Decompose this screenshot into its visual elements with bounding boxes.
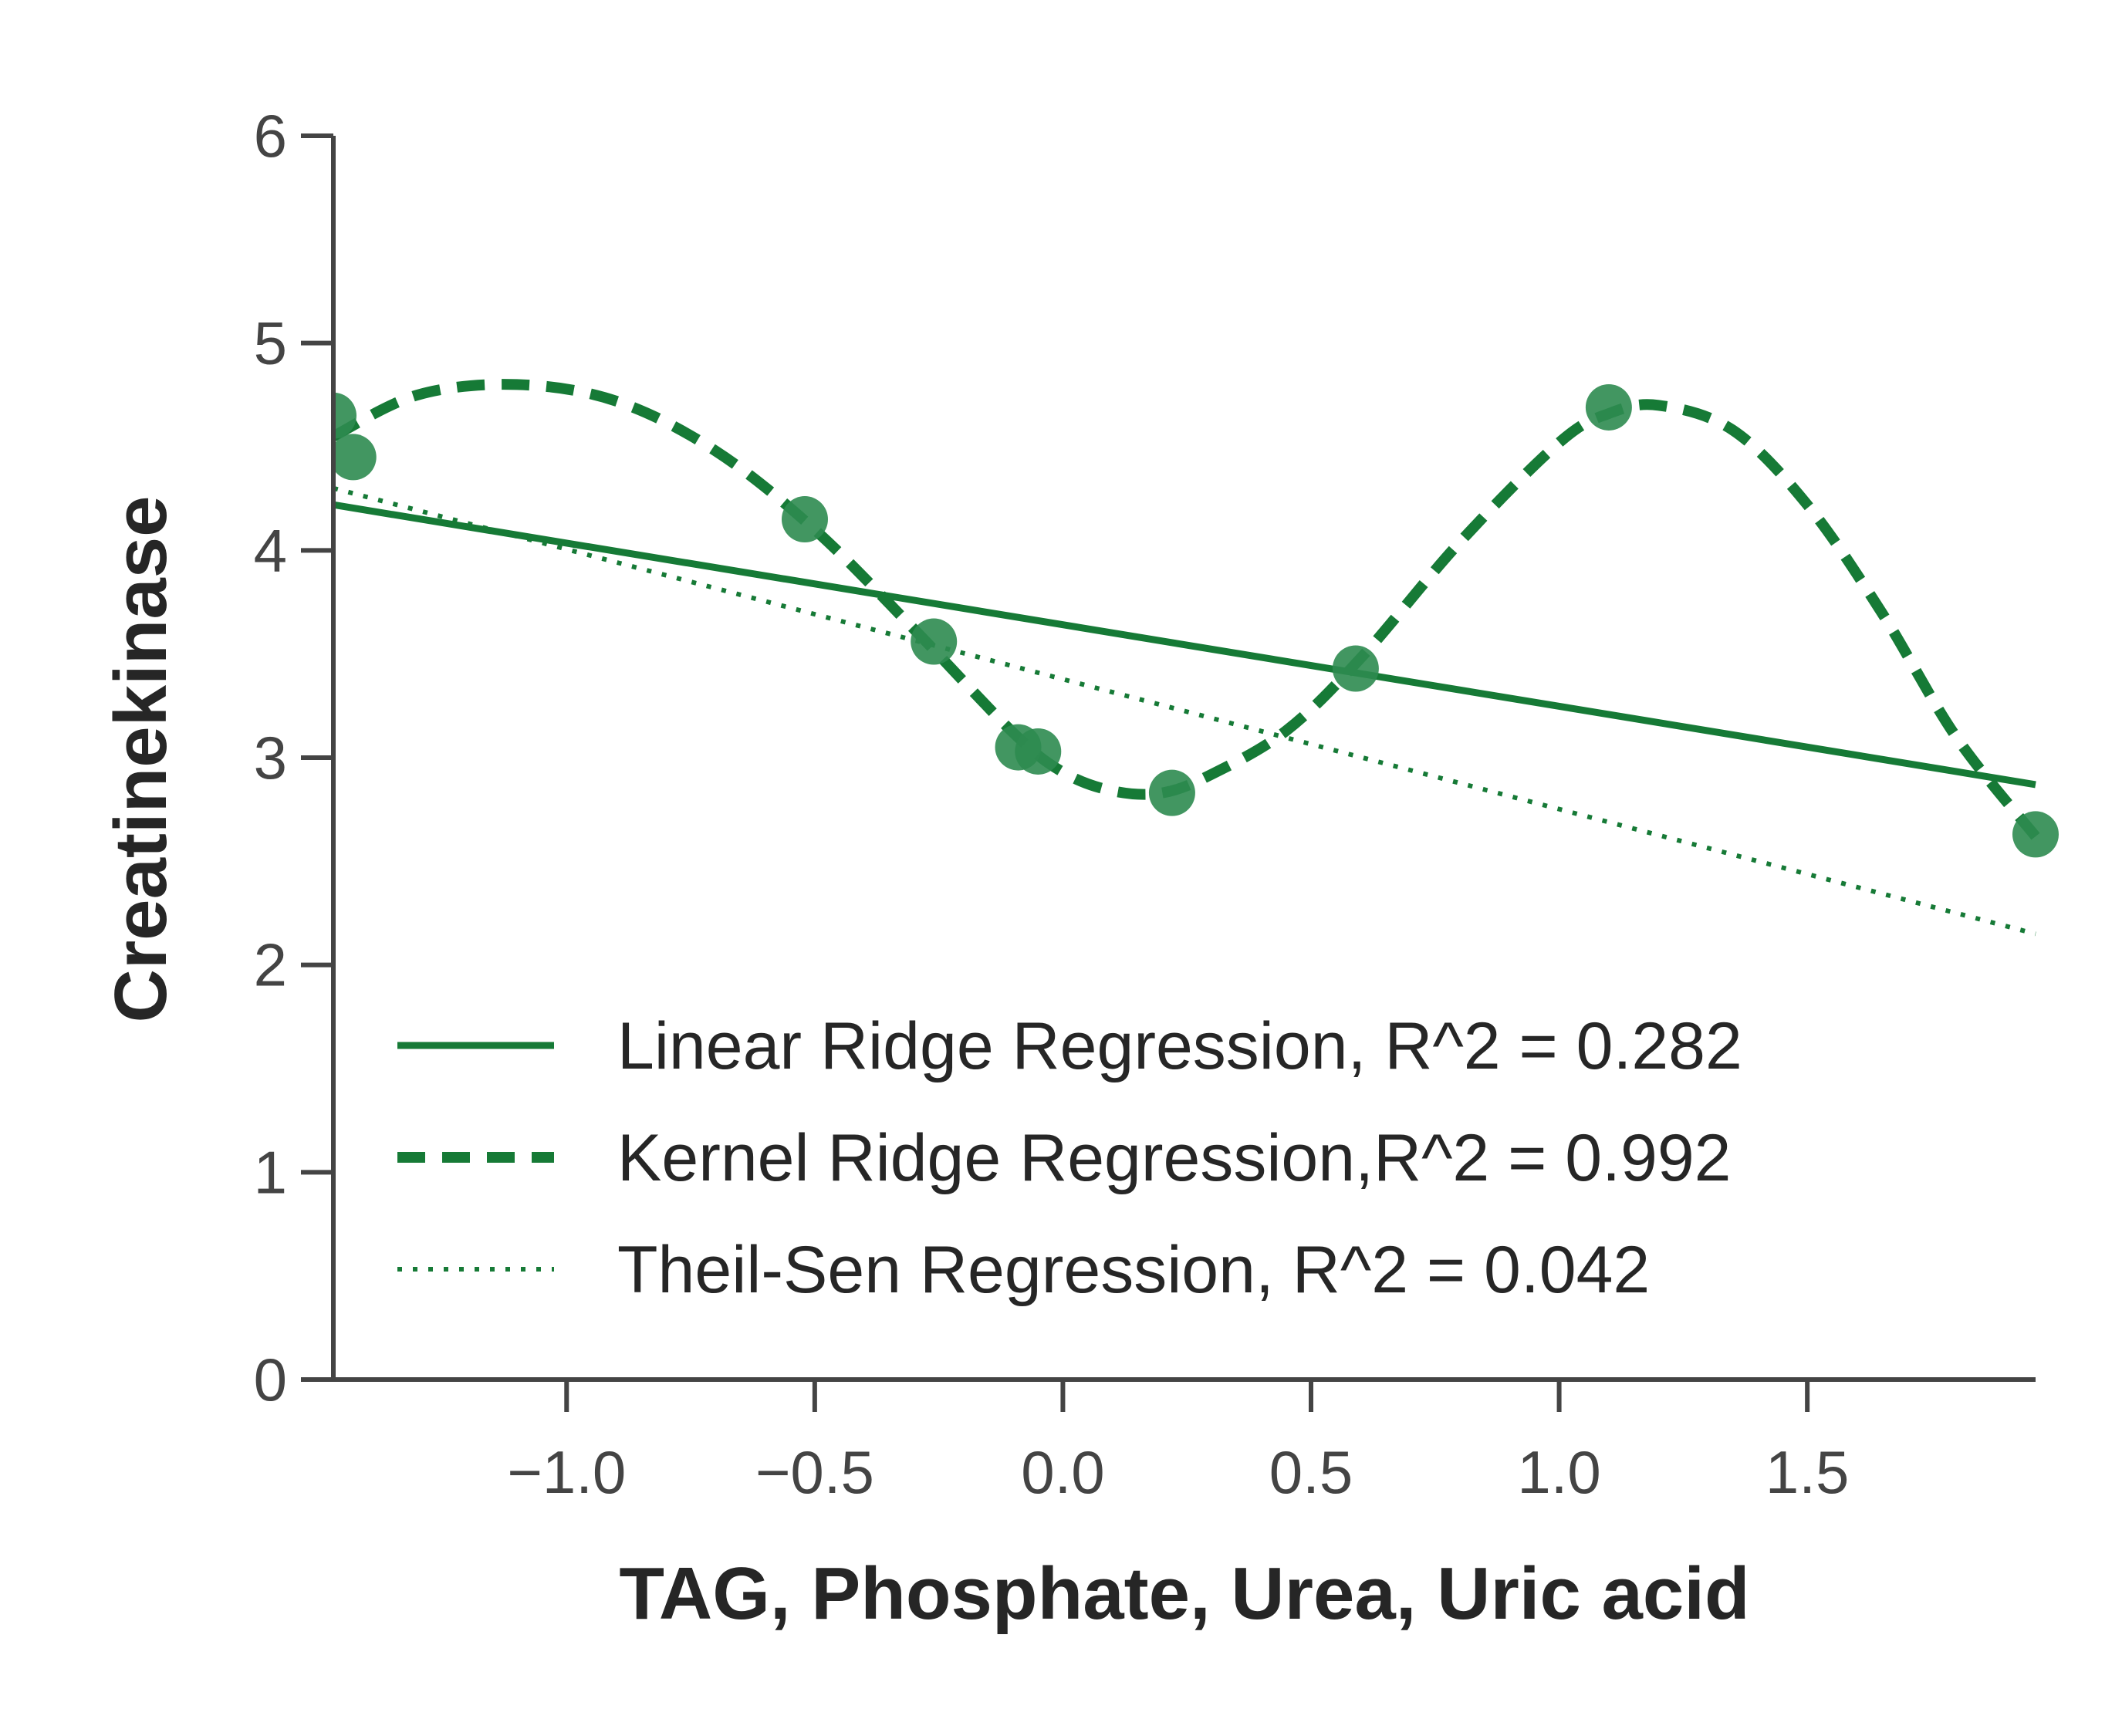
data-point xyxy=(1148,769,1195,816)
plot-lines xyxy=(333,379,2040,937)
x-tick-label: −0.5 xyxy=(755,1438,874,1506)
x-axis-title: TAG, Phosphate, Urea, Uric acid xyxy=(619,1552,1749,1635)
data-point xyxy=(1332,645,1379,692)
data-point xyxy=(333,392,356,439)
y-axis-title: Creatinekinase xyxy=(100,495,182,1022)
data-point xyxy=(1585,383,1632,431)
y-tick-label: 3 xyxy=(254,724,287,792)
plot-points xyxy=(333,383,2059,858)
y-tick-label: 2 xyxy=(254,931,287,999)
y-tick-label: 6 xyxy=(254,102,287,170)
y-tick-label: 4 xyxy=(254,516,287,584)
data-point xyxy=(2012,811,2059,858)
series-line-solid xyxy=(333,501,2036,789)
x-tick-label: 0.0 xyxy=(1021,1438,1104,1506)
data-point xyxy=(781,496,828,543)
x-tick-label: 1.0 xyxy=(1517,1438,1600,1506)
data-point xyxy=(1015,728,1062,775)
data-point xyxy=(333,434,377,481)
legend: Linear Ridge Regression, R^2 = 0.282 Kern… xyxy=(397,1009,1742,1307)
legend-label: Kernel Ridge Regression,R^2 = 0.992 xyxy=(617,1121,1731,1195)
legend-label: Theil-Sen Regression, R^2 = 0.042 xyxy=(617,1233,1650,1307)
y-tick-label: 5 xyxy=(254,309,287,377)
data-point xyxy=(911,618,958,665)
x-axis-ticks: −1.0 −0.5 0.0 0.5 1.0 1.5 xyxy=(507,1380,1849,1506)
series-line-dotted xyxy=(333,485,2036,937)
x-tick-label: 1.5 xyxy=(1766,1438,1849,1506)
x-tick-label: 0.5 xyxy=(1269,1438,1353,1506)
series-line-dashed xyxy=(333,379,2040,840)
y-tick-label: 0 xyxy=(254,1346,287,1413)
y-axis-ticks: 0 1 2 3 4 5 6 xyxy=(254,102,333,1413)
y-tick-label: 1 xyxy=(254,1138,287,1206)
legend-label: Linear Ridge Regression, R^2 = 0.282 xyxy=(617,1009,1742,1083)
x-tick-label: −1.0 xyxy=(507,1438,626,1506)
